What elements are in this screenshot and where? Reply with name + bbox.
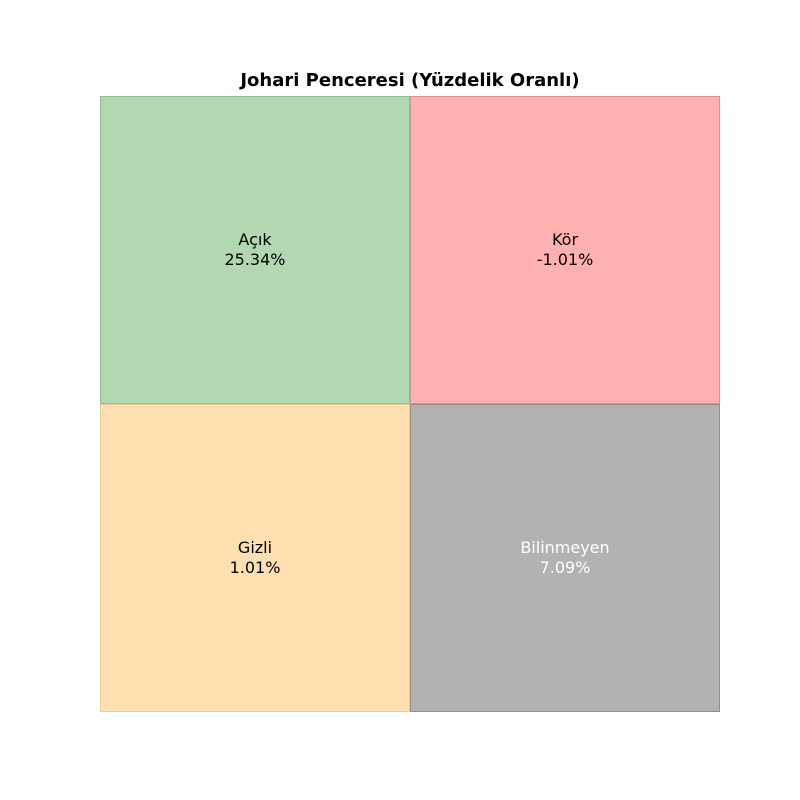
quadrant-label: Kör — [551, 230, 579, 249]
quadrant-bilinmeyen: Bilinmeyen 7.09% — [410, 404, 720, 712]
chart-title: Johari Penceresi (Yüzdelik Oranlı) — [240, 70, 580, 91]
quadrant-value: 7.09% — [539, 558, 591, 577]
quadrant-gizli: Gizli 1.01% — [100, 404, 410, 712]
quadrant-label: Gizli — [237, 538, 273, 557]
quadrant-value: 1.01% — [229, 558, 281, 577]
quadrant-kor: Kör -1.01% — [410, 96, 720, 404]
quadrant-acik: Açık 25.34% — [100, 96, 410, 404]
quadrant-value: 25.34% — [224, 250, 286, 269]
johari-grid: Açık 25.34% Kör -1.01% Gizli 1.01% Bilin… — [100, 96, 720, 712]
quadrant-label: Açık — [238, 230, 272, 249]
quadrant-value: -1.01% — [536, 250, 594, 269]
quadrant-label: Bilinmeyen — [520, 538, 610, 557]
